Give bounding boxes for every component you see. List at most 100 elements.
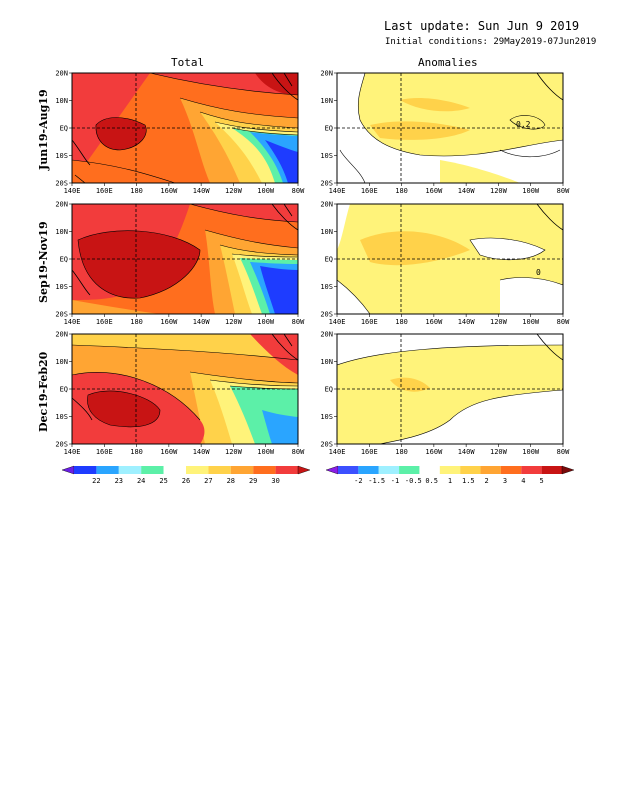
initial-conditions-text: Initial conditions: 29May2019-07Jun2019	[385, 37, 597, 47]
coastlines	[71, 72, 564, 421]
lon-tick-label: 120W	[225, 318, 243, 326]
colorbar-segment	[275, 466, 298, 474]
colorbar-segment	[378, 466, 400, 474]
lat-tick-label: 10N	[55, 228, 68, 236]
lon-tick-label: 120W	[490, 187, 508, 195]
lat-tick-label: 20S	[55, 180, 68, 188]
lon-tick-label: 160W	[160, 448, 178, 456]
lon-tick-label: 160W	[425, 318, 443, 326]
lon-tick-label: 160W	[160, 318, 178, 326]
lat-tick-label: 10N	[55, 358, 68, 366]
lat-tick-label: 20N	[320, 201, 333, 209]
colorbar-segment	[325, 465, 339, 475]
column-title-total: Total	[171, 56, 205, 69]
lon-tick-label: 160E	[96, 448, 113, 456]
lon-tick-label: 120W	[490, 318, 508, 326]
lon-tick-label: 160E	[96, 187, 113, 195]
lat-tick-label: 10S	[55, 152, 68, 160]
lon-tick-label: 120W	[225, 448, 243, 456]
lon-tick-label: 100W	[257, 318, 275, 326]
lon-tick-label: 180	[395, 187, 408, 195]
lon-tick-label: 120W	[490, 448, 508, 456]
lon-tick-label: 160W	[160, 187, 178, 195]
total-colorbar: 22 23 24 25 26 27 28 29 30	[61, 465, 311, 485]
lon-tick-label: 140W	[458, 318, 476, 326]
lat-tick-label: EQ	[60, 386, 68, 394]
lat-tick-label: 10S	[320, 283, 333, 291]
colorbar-segment	[186, 466, 209, 474]
colorbar-label: 1	[448, 477, 452, 485]
lat-tick-label: EQ	[60, 125, 68, 133]
colorbar-label: 1.5	[462, 477, 475, 485]
colorbar-label: 30	[271, 477, 279, 485]
colorbar-segment	[480, 466, 501, 474]
colorbar-segment	[141, 466, 164, 474]
lat-tick-label: 10S	[55, 283, 68, 291]
colorbar-segment	[358, 466, 379, 474]
colorbar-label: -1	[391, 477, 399, 485]
colorbar-label: 3	[503, 477, 507, 485]
colorbar-label: 25	[159, 477, 167, 485]
colorbar-label: -2	[354, 477, 362, 485]
last-update-text: Last update: Sun Jun 9 2019	[384, 19, 580, 33]
lon-tick-label: 140E	[64, 448, 81, 456]
lat-tick-label: 20S	[320, 180, 333, 188]
colorbar-segment	[541, 466, 562, 474]
colorbar-segment	[61, 465, 75, 475]
lon-tick-label: 140E	[329, 318, 346, 326]
lon-tick-label: 140E	[64, 187, 81, 195]
lon-tick-label: 100W	[257, 187, 275, 195]
lat-tick-label: 20S	[55, 441, 68, 449]
colorbar-label: 5	[540, 477, 544, 485]
colorbar-label: 2	[485, 477, 489, 485]
lon-tick-label: 140W	[193, 318, 211, 326]
lon-tick-label: 140W	[193, 187, 211, 195]
lon-tick-label: 140W	[458, 187, 476, 195]
colorbar-label: -0.5	[405, 477, 422, 485]
lon-tick-label: 80W	[292, 187, 305, 195]
colorbar-label: 23	[115, 477, 123, 485]
colorbar-segment	[338, 466, 359, 474]
colorbar-label: 4	[521, 477, 525, 485]
lon-tick-label: 140E	[329, 448, 346, 456]
lon-tick-label: 100W	[522, 448, 540, 456]
lat-tick-label: EQ	[60, 256, 68, 264]
colorbar-segment	[208, 466, 231, 474]
lon-tick-label: 80W	[557, 187, 570, 195]
lon-tick-label: 180	[130, 448, 143, 456]
lat-tick-label: 20N	[55, 331, 68, 339]
anom-row2-annotation: 0	[536, 268, 541, 277]
colorbar-segment	[163, 466, 186, 474]
colorbar-label: 29	[249, 477, 257, 485]
colorbar-label: 0.5	[425, 477, 438, 485]
colorbar-label: 26	[182, 477, 190, 485]
lat-tick-label: 20N	[55, 201, 68, 209]
lon-tick-label: 140E	[329, 187, 346, 195]
colorbar-segment	[230, 466, 254, 474]
lat-tick-label: 10N	[320, 97, 333, 105]
total-panel-dec-feb	[72, 334, 298, 444]
colorbar-segment	[521, 466, 542, 474]
colorbar-segment	[118, 466, 142, 474]
lon-tick-label: 140E	[64, 318, 81, 326]
anomaly-colorbar: -2 -1.5 -1 -0.5 0.5 1 1.5 2 3 4 5	[325, 465, 575, 485]
colorbar-label: 27	[204, 477, 212, 485]
colorbar-segment	[561, 465, 575, 475]
lon-tick-label: 160E	[361, 318, 378, 326]
lon-tick-label: 140W	[193, 448, 211, 456]
colorbar-segment	[96, 466, 119, 474]
lon-tick-label: 160E	[361, 448, 378, 456]
lon-tick-label: 180	[130, 187, 143, 195]
colorbar-label: 22	[92, 477, 100, 485]
lat-tick-label: 10N	[55, 97, 68, 105]
lat-tick-label: 10N	[320, 228, 333, 236]
lon-tick-label: 100W	[257, 448, 275, 456]
lat-tick-label: 20N	[320, 70, 333, 78]
lon-tick-label: 180	[395, 448, 408, 456]
lat-tick-label: 10S	[320, 413, 333, 421]
colorbar-label: 28	[227, 477, 235, 485]
lat-tick-label: EQ	[325, 386, 333, 394]
anomaly-panel-jun-aug: 0.2	[337, 73, 563, 183]
lat-tick-label: 10S	[320, 152, 333, 160]
